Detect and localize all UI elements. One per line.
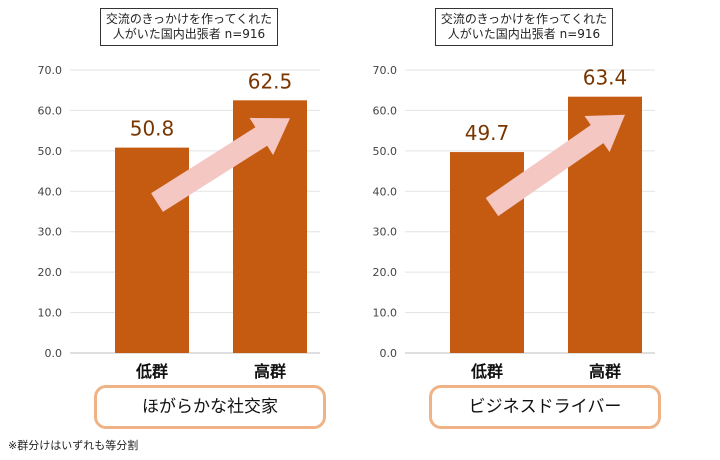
y-tick-label: 50.0 [38,145,63,158]
y-tick-label: 30.0 [373,226,398,239]
category-label: 低群 [135,362,168,380]
value-label: 62.5 [248,69,293,93]
group-label-box: ビジネスドライバー [429,385,661,429]
y-tick-label: 30.0 [38,226,63,239]
chart-panel-right: 0.0 10.0 20.0 30.0 40.0 50.0 60.0 70.0 49.7 低群 63.… [345,0,685,440]
value-label: 49.7 [465,121,510,145]
y-tick-label: 40.0 [373,185,398,198]
category-label: 高群 [589,362,621,380]
chart-title: 交流のきっかけを作ってくれた 人がいた国内出張者 n=916 [100,8,278,46]
category-label: 低群 [470,362,503,380]
y-tick-label: 70.0 [373,64,398,77]
y-tick-label: 70.0 [38,64,63,77]
value-label: 63.4 [583,66,628,90]
chart-left: 0.0 10.0 20.0 30.0 40.0 50.0 60.0 70.0 50.8 低群 62.… [38,64,320,380]
value-label: 50.8 [130,117,175,141]
footnote: ※群分けはいずれも等分割 [8,439,139,452]
chart-right: 0.0 10.0 20.0 30.0 40.0 50.0 60.0 70.0 49.7 低群 63.… [373,64,655,380]
y-tick-label: 20.0 [373,266,398,279]
y-tick-label: 60.0 [38,104,63,117]
y-tick-label: 10.0 [38,307,63,320]
chart-title: 交流のきっかけを作ってくれた 人がいた国内出張者 n=916 [435,8,613,46]
y-tick-label: 10.0 [373,307,398,320]
y-tick-label: 20.0 [38,266,63,279]
category-label: 高群 [254,362,286,380]
y-tick-label: 40.0 [38,185,63,198]
y-tick-label: 0.0 [380,347,398,360]
y-tick-label: 60.0 [373,104,398,117]
group-label-box: ほがらかな社交家 [94,385,326,429]
trend-arrow [485,114,625,217]
y-tick-label: 0.0 [45,347,63,360]
y-tick-label: 50.0 [373,145,398,158]
trend-arrow [151,117,290,212]
chart-panel-left: 0.0 10.0 20.0 30.0 40.0 50.0 60.0 70.0 50.8 低群 62.… [10,0,350,440]
